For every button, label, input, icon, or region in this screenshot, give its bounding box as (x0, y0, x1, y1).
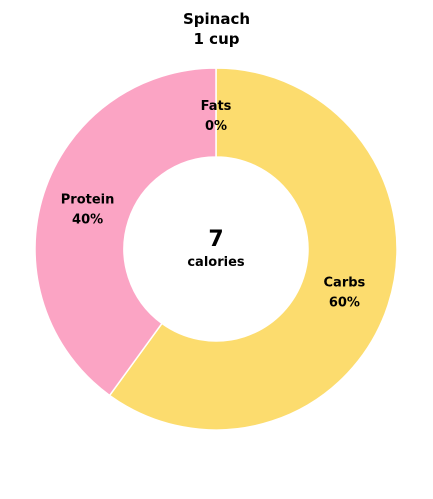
slice-label-protein: Protein (61, 192, 115, 207)
center-calorie-value: 7 (208, 227, 223, 252)
slice-label-carbs: Carbs (324, 276, 366, 291)
slice-label-fats: Fats (201, 99, 232, 114)
chart-title-block: Spinach 1 cup (0, 9, 433, 49)
center-calorie-label: calories (187, 255, 245, 270)
slice-percent-carbs: 60% (329, 296, 360, 311)
slice-percent-fats: 0% (205, 119, 227, 134)
chart-title: Spinach (182, 10, 251, 28)
chart-subtitle: 1 cup (193, 30, 240, 48)
slice-protein (34, 67, 217, 397)
slice-labels: Fats 0% Carbs 60% Protein 40% (61, 99, 366, 311)
slice-carbs (108, 67, 398, 431)
donut-slices (34, 67, 398, 431)
slice-percent-protein: 40% (72, 212, 103, 227)
